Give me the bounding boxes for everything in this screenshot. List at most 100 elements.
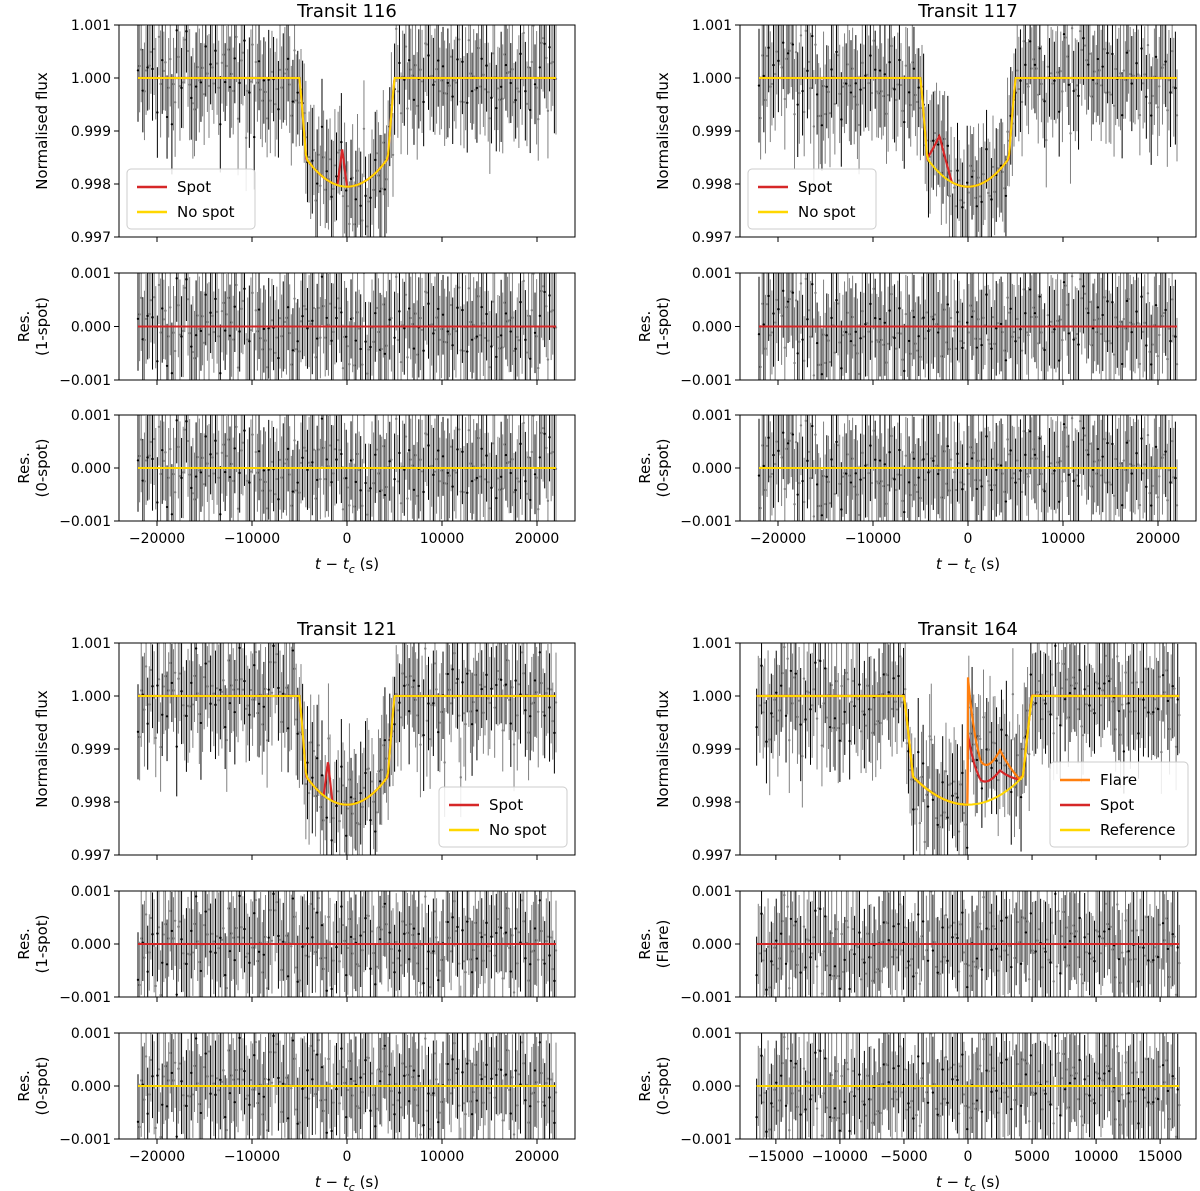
data-point [1062, 32, 1066, 36]
data-point [151, 67, 154, 71]
data-point [246, 704, 249, 707]
data-point [374, 830, 377, 833]
data-point [211, 314, 214, 318]
data-point [1004, 359, 1008, 362]
data-point [483, 685, 487, 689]
data-point [220, 309, 224, 313]
data-point [232, 688, 235, 691]
data-point [819, 659, 822, 663]
data-point [930, 457, 933, 460]
data-point [828, 112, 832, 115]
data-point [230, 932, 233, 935]
x-axis-label: t − tc (s) [315, 555, 379, 576]
data-point [406, 107, 409, 110]
data-point [311, 1078, 314, 1081]
data-point [461, 1071, 464, 1074]
data-point [336, 930, 340, 934]
data-point [369, 967, 372, 970]
data-point [1041, 347, 1045, 350]
data-point [969, 446, 972, 449]
data-point [399, 112, 403, 115]
data-point [180, 476, 183, 480]
data-point [1080, 297, 1083, 300]
data-point [380, 347, 383, 351]
data-point [181, 952, 185, 955]
data-point [962, 341, 966, 345]
data-point [253, 135, 256, 139]
data-point [482, 322, 485, 325]
data-point [499, 334, 503, 337]
data-point [177, 1067, 180, 1070]
data-point [961, 488, 964, 491]
data-point [233, 958, 237, 962]
data-point [322, 156, 325, 159]
data-point [894, 347, 898, 350]
data-point [485, 312, 488, 316]
data-point [232, 338, 235, 341]
y-tick-label: 0.000 [692, 320, 732, 336]
y-tick-label: −0.001 [680, 373, 732, 389]
data-point [801, 754, 804, 758]
data-point [519, 442, 522, 446]
data-point [178, 920, 182, 923]
data-point [1135, 452, 1138, 455]
data-point [773, 698, 776, 701]
data-point [538, 314, 542, 318]
data-point [1066, 55, 1069, 58]
data-point [804, 419, 808, 423]
data-point [777, 308, 780, 311]
data-point [478, 85, 482, 88]
data-point [214, 297, 217, 301]
data-point [485, 1063, 488, 1067]
y-tick-label: 0.001 [692, 408, 732, 424]
data-point [495, 496, 498, 500]
data-point [761, 444, 764, 447]
data-point [277, 108, 280, 111]
data-point [1078, 419, 1082, 423]
data-point [901, 109, 904, 113]
data-point [441, 65, 445, 68]
data-point [185, 714, 188, 718]
data-point [1032, 306, 1035, 309]
data-point [425, 433, 429, 436]
data-point [454, 81, 458, 84]
data-point [802, 110, 806, 114]
data-point [388, 931, 391, 934]
data-point [996, 321, 1000, 325]
data-point [377, 926, 380, 929]
data-point [351, 458, 354, 461]
data-point [206, 320, 209, 324]
y-tick-label: 0.000 [692, 461, 732, 477]
data-point [801, 89, 804, 93]
data-point [1114, 457, 1117, 461]
main-plot-area [757, 25, 1179, 237]
data-point [1075, 332, 1079, 336]
x-tick-label: 10000 [420, 1149, 465, 1165]
data-point [1106, 51, 1109, 55]
data-point [830, 458, 833, 461]
data-point [181, 471, 185, 474]
data-point [974, 478, 977, 482]
data-point [244, 707, 248, 711]
data-point [969, 164, 972, 168]
data-point [382, 303, 385, 306]
data-point [296, 340, 299, 343]
data-point [1098, 69, 1101, 72]
data-point [812, 374, 816, 377]
data-point [293, 915, 296, 918]
data-point [543, 290, 546, 294]
data-point [761, 711, 765, 714]
data-point [330, 839, 333, 842]
data-point [219, 688, 222, 692]
data-point [912, 67, 916, 70]
data-point [815, 341, 819, 345]
data-point [770, 331, 774, 334]
data-point [528, 108, 532, 112]
data-point [254, 650, 258, 654]
data-point [165, 115, 169, 119]
data-point [462, 490, 466, 494]
data-point [217, 946, 220, 950]
data-point [548, 46, 551, 49]
data-point [314, 497, 317, 500]
